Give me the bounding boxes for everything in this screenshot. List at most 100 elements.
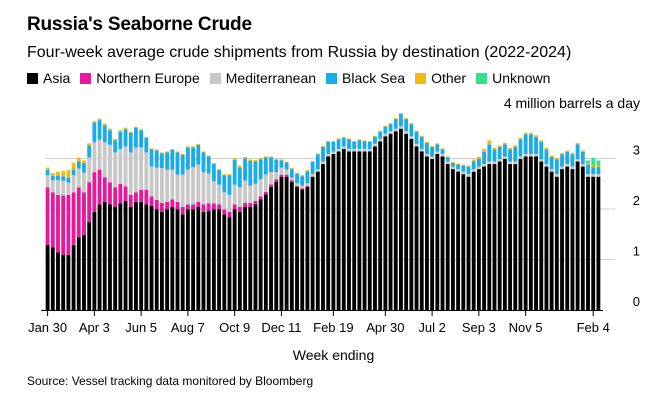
bar-segment-other <box>544 147 549 150</box>
bar-segment-asia <box>113 206 118 310</box>
bar-segment-asia <box>466 176 471 310</box>
bar-segment-mediterranean <box>445 161 450 165</box>
bar-segment-black-sea <box>175 152 180 175</box>
bar-segment-black-sea <box>575 144 580 159</box>
bar-segment-black-sea <box>165 152 170 170</box>
bar-segment-asia <box>180 214 185 310</box>
bar-segment-black-sea <box>440 149 445 154</box>
bar-segment-mediterranean <box>50 180 55 193</box>
bar-segment-other <box>118 130 123 132</box>
bar-segment-other <box>482 148 487 152</box>
bar-segment-other <box>352 140 357 142</box>
bar-segment-asia <box>185 209 190 310</box>
bar-segment-other <box>508 147 512 150</box>
bar-segment-mediterranean <box>523 153 528 157</box>
bar-segment-other <box>217 169 221 171</box>
y-tick-label: 2 <box>633 193 640 208</box>
bar-segment-mediterranean <box>92 142 97 173</box>
bar-segment-black-sea <box>560 154 564 167</box>
bar-segment-black-sea <box>108 130 112 145</box>
bar-segment-mediterranean <box>575 159 580 162</box>
bar-segment-black-sea <box>159 153 164 169</box>
bar-segment-asia <box>217 209 221 310</box>
bar-segment-mediterranean <box>123 146 128 187</box>
bar-segment-asia <box>128 206 133 310</box>
legend-label: Black Sea <box>342 70 406 86</box>
bar-segment-mediterranean <box>471 169 476 172</box>
bar-segment-black-sea <box>487 144 492 162</box>
bar-segment-black-sea <box>263 157 268 175</box>
bar-segment-other <box>341 136 346 138</box>
bar-segment-other <box>362 140 367 142</box>
bar-segment-asia <box>445 164 450 310</box>
bar-segment-asia <box>419 151 424 310</box>
legend-label: Mediterranean <box>225 70 317 86</box>
bar-segment-black-sea <box>445 157 450 162</box>
bar-segment-asia <box>580 166 585 310</box>
bar-segment-other <box>326 140 331 142</box>
bar-segment-black-sea <box>383 126 388 134</box>
bar-segment-asia <box>175 209 180 310</box>
bar-segment-other <box>357 139 362 141</box>
bar-segment-asia <box>87 222 92 310</box>
bar-segment-black-sea <box>128 132 133 153</box>
bar-segment-asia <box>414 146 419 310</box>
legend-swatch <box>326 72 338 84</box>
bar-segment-mediterranean <box>425 153 429 157</box>
bar-segment-asia <box>321 164 325 310</box>
legend-swatch <box>476 72 488 84</box>
bar-segment-other <box>425 141 429 143</box>
bar-segment-black-sea <box>87 145 92 158</box>
bar-segment-mediterranean <box>331 151 336 154</box>
x-tick-label: Jul 2 <box>418 320 445 335</box>
bar-segment-other <box>92 121 97 123</box>
bar-segment-black-sea <box>295 173 299 184</box>
bar-segment-black-sea <box>321 146 325 162</box>
bar-segment-mediterranean <box>211 181 216 204</box>
bar-segment-other <box>76 157 81 162</box>
bar-segment-mediterranean <box>461 171 466 175</box>
bar-segment-mediterranean <box>430 156 435 160</box>
bar-segment-mediterranean <box>269 172 273 185</box>
bar-segment-black-sea <box>279 160 284 168</box>
bar-segment-mediterranean <box>549 169 554 172</box>
bar-segment-northern-europe <box>274 179 279 182</box>
bar-segment-mediterranean <box>217 184 221 205</box>
bar-segment-black-sea <box>170 149 175 170</box>
bar-segment-other <box>134 126 138 128</box>
bar-segment-asia <box>357 151 362 310</box>
bar-segment-northern-europe <box>289 180 294 182</box>
bar-segment-other <box>149 148 154 150</box>
bar-segment-asia <box>471 171 476 310</box>
bar-segment-asia <box>336 151 341 310</box>
bar-segment-northern-europe <box>113 187 118 207</box>
bar-segment-black-sea <box>144 137 149 153</box>
x-tick-label: Nov 5 <box>509 320 543 335</box>
bar-segment-black-sea <box>580 151 585 165</box>
bar-segment-mediterranean <box>388 131 393 134</box>
bar-segment-other <box>596 165 601 168</box>
legend-item-other: Other <box>415 70 466 86</box>
bar-segment-black-sea <box>258 159 263 180</box>
bar-segment-mediterranean <box>560 166 564 170</box>
bar-segment-mediterranean <box>321 161 325 165</box>
bar-segment-northern-europe <box>108 182 112 205</box>
bar-segment-asia <box>284 176 289 310</box>
bar-segment-mediterranean <box>315 169 320 172</box>
bar-segment-asia <box>482 166 487 310</box>
legend-swatch <box>80 72 92 84</box>
bar-segment-black-sea <box>513 146 518 162</box>
bar-segment-other <box>180 153 185 155</box>
bar-segment-northern-europe <box>82 192 86 235</box>
bar-segment-northern-europe <box>305 185 310 187</box>
bar-segment-other <box>534 135 538 137</box>
bar-segment-northern-europe <box>237 206 242 213</box>
bar-segment-northern-europe <box>102 177 107 202</box>
bar-segment-other <box>87 143 92 146</box>
bar-segment-mediterranean <box>149 166 154 197</box>
bar-segment-other <box>409 123 414 125</box>
bar-segment-asia <box>456 171 461 310</box>
bar-segment-northern-europe <box>201 204 206 213</box>
bar-segment-mediterranean <box>580 164 585 167</box>
bar-segment-other <box>185 146 190 148</box>
